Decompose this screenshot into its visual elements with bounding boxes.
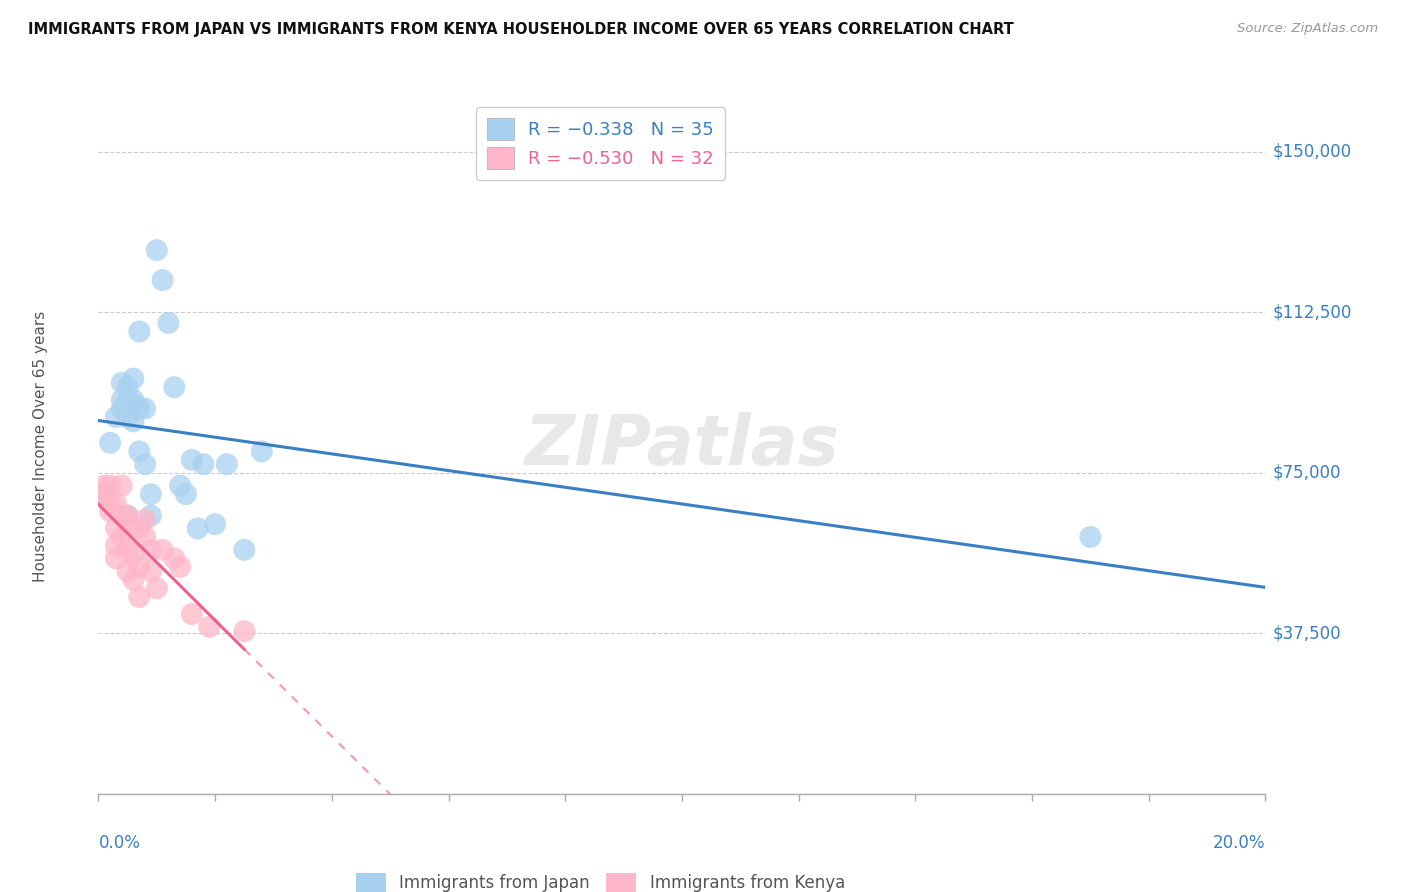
Point	[111, 392, 134, 407]
Text: Householder Income Over 65 years: Householder Income Over 65 years	[32, 310, 48, 582]
Point	[128, 521, 150, 535]
Point	[122, 547, 145, 561]
Point	[174, 487, 197, 501]
Point	[93, 487, 115, 501]
Point	[117, 392, 139, 407]
Point	[215, 457, 238, 471]
Point	[128, 325, 150, 339]
Point	[146, 243, 169, 257]
Point	[146, 582, 169, 596]
Text: 0.0%: 0.0%	[98, 834, 141, 852]
Point	[1080, 530, 1102, 544]
Point	[233, 542, 256, 557]
Legend: Immigrants from Japan, Immigrants from Kenya: Immigrants from Japan, Immigrants from K…	[347, 865, 853, 892]
Point	[111, 508, 134, 523]
Point	[122, 573, 145, 587]
Point	[122, 414, 145, 428]
Point	[98, 496, 121, 510]
Point	[169, 478, 191, 492]
Point	[128, 444, 150, 458]
Text: 20.0%: 20.0%	[1213, 834, 1265, 852]
Point	[98, 435, 121, 450]
Point	[163, 551, 186, 566]
Point	[180, 453, 202, 467]
Text: $75,000: $75,000	[1272, 464, 1341, 482]
Point	[134, 457, 156, 471]
Point	[139, 487, 162, 501]
Point	[122, 392, 145, 407]
Point	[169, 560, 191, 574]
Point	[139, 542, 162, 557]
Point	[117, 508, 139, 523]
Point	[93, 478, 115, 492]
Point	[152, 273, 174, 287]
Point	[157, 316, 180, 330]
Text: Source: ZipAtlas.com: Source: ZipAtlas.com	[1237, 22, 1378, 36]
Text: ZIPatlas: ZIPatlas	[524, 412, 839, 480]
Point	[233, 624, 256, 639]
Text: $112,500: $112,500	[1272, 303, 1351, 321]
Point	[104, 410, 127, 425]
Point	[117, 564, 139, 578]
Point	[180, 607, 202, 621]
Point	[98, 504, 121, 518]
Point	[117, 521, 139, 535]
Text: $37,500: $37,500	[1272, 624, 1341, 642]
Point	[134, 513, 156, 527]
Point	[93, 487, 115, 501]
Point	[193, 457, 215, 471]
Text: IMMIGRANTS FROM JAPAN VS IMMIGRANTS FROM KENYA HOUSEHOLDER INCOME OVER 65 YEARS : IMMIGRANTS FROM JAPAN VS IMMIGRANTS FROM…	[28, 22, 1014, 37]
Point	[134, 530, 156, 544]
Point	[104, 539, 127, 553]
Point	[128, 560, 150, 574]
Point	[163, 380, 186, 394]
Point	[111, 478, 134, 492]
Point	[128, 590, 150, 604]
Point	[117, 380, 139, 394]
Point	[104, 496, 127, 510]
Point	[122, 397, 145, 411]
Point	[117, 410, 139, 425]
Point	[187, 521, 209, 535]
Point	[250, 444, 273, 458]
Point	[152, 542, 174, 557]
Point	[139, 508, 162, 523]
Point	[122, 371, 145, 385]
Point	[111, 530, 134, 544]
Point	[204, 517, 226, 532]
Point	[111, 401, 134, 416]
Point	[104, 551, 127, 566]
Point	[128, 401, 150, 416]
Point	[198, 620, 221, 634]
Point	[134, 401, 156, 416]
Point	[111, 376, 134, 390]
Point	[98, 478, 121, 492]
Text: $150,000: $150,000	[1272, 143, 1351, 161]
Point	[139, 564, 162, 578]
Point	[117, 508, 139, 523]
Point	[104, 521, 127, 535]
Point	[117, 542, 139, 557]
